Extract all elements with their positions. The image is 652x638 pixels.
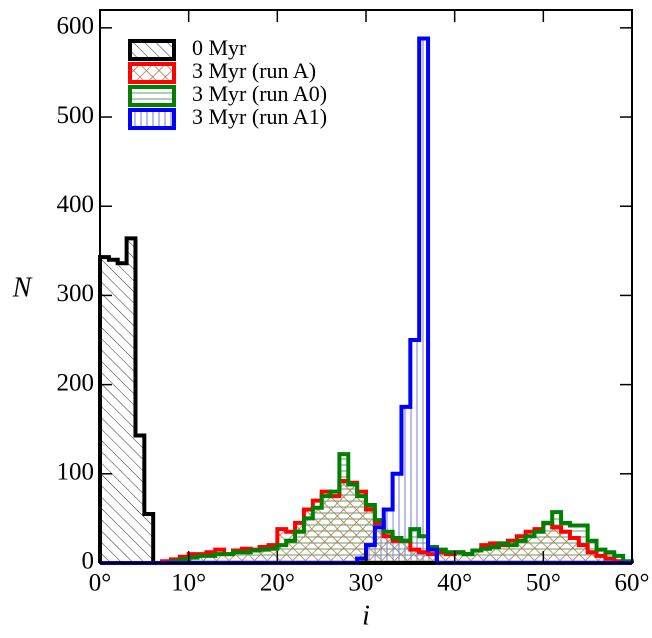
bar [366, 505, 375, 563]
bar [126, 238, 136, 563]
bar [454, 552, 464, 563]
legend-swatch [128, 39, 176, 61]
y-tick-label: 400 [57, 191, 95, 218]
bar [295, 531, 304, 563]
plot-frame [99, 9, 633, 564]
y-tick-label: 600 [57, 13, 95, 40]
y-tick-label: 100 [57, 459, 95, 486]
legend-swatch [128, 85, 176, 107]
bar [117, 263, 127, 563]
x-tick-label: 30° [349, 570, 384, 597]
legend-label: 3 Myr (run A1) [192, 104, 327, 129]
y-tick-label: 500 [57, 102, 95, 129]
bar [241, 552, 251, 563]
x-tick-label: 10° [171, 570, 206, 597]
bar [472, 550, 482, 563]
bar [463, 554, 473, 563]
legend-swatch [128, 108, 176, 130]
bar [303, 518, 313, 563]
histogram-outline [100, 36, 632, 565]
bar [321, 496, 331, 563]
bar [224, 554, 233, 563]
bar [543, 522, 553, 563]
bar [259, 549, 269, 563]
legend-label: 3 Myr (run A) [192, 58, 316, 83]
bar [250, 550, 260, 563]
x-tick-label: 60° [615, 570, 650, 597]
bar [268, 548, 278, 563]
bar [401, 406, 411, 563]
x-tick-label: 20° [260, 570, 295, 597]
y-tick-label: 200 [57, 369, 95, 396]
x-tick-label: 0° [89, 570, 112, 597]
bar [419, 38, 429, 564]
y-axis-label: N [12, 272, 33, 303]
x-axis-label: i [362, 600, 370, 631]
bar [108, 259, 118, 563]
bar [286, 540, 296, 563]
bar [366, 545, 375, 563]
y-tick-label: 300 [57, 280, 95, 307]
bar [481, 548, 491, 563]
bar [507, 545, 517, 563]
bar [374, 527, 384, 563]
bar [144, 513, 154, 563]
y-tick-label: 0 [82, 548, 95, 575]
legend-label: 0 Myr [192, 35, 247, 60]
legend-swatch [128, 62, 176, 84]
x-tick-label: 40° [437, 570, 472, 597]
bar [410, 340, 420, 563]
bar [392, 473, 402, 563]
bar [197, 555, 207, 563]
bar [348, 484, 358, 563]
bar [206, 555, 216, 563]
bar [312, 507, 322, 563]
bar [525, 536, 535, 563]
bar [428, 549, 437, 563]
bar [516, 540, 526, 563]
bar [436, 549, 446, 563]
bar [339, 454, 349, 563]
bar [490, 546, 499, 563]
bar [552, 512, 562, 563]
bar [357, 558, 366, 563]
x-tick-label: 50° [526, 570, 561, 597]
bar [215, 554, 225, 563]
bar [233, 552, 242, 563]
histogram-outline [100, 452, 634, 565]
bar [499, 543, 508, 563]
bar [135, 435, 145, 563]
bar [188, 557, 198, 563]
bar [357, 496, 366, 563]
bar [330, 491, 340, 563]
bar [534, 531, 544, 563]
bar [277, 545, 287, 563]
bar [100, 257, 109, 563]
bar [445, 552, 455, 563]
bar [569, 525, 579, 563]
bar [561, 522, 570, 563]
legend-label: 3 Myr (run A0) [192, 81, 327, 106]
